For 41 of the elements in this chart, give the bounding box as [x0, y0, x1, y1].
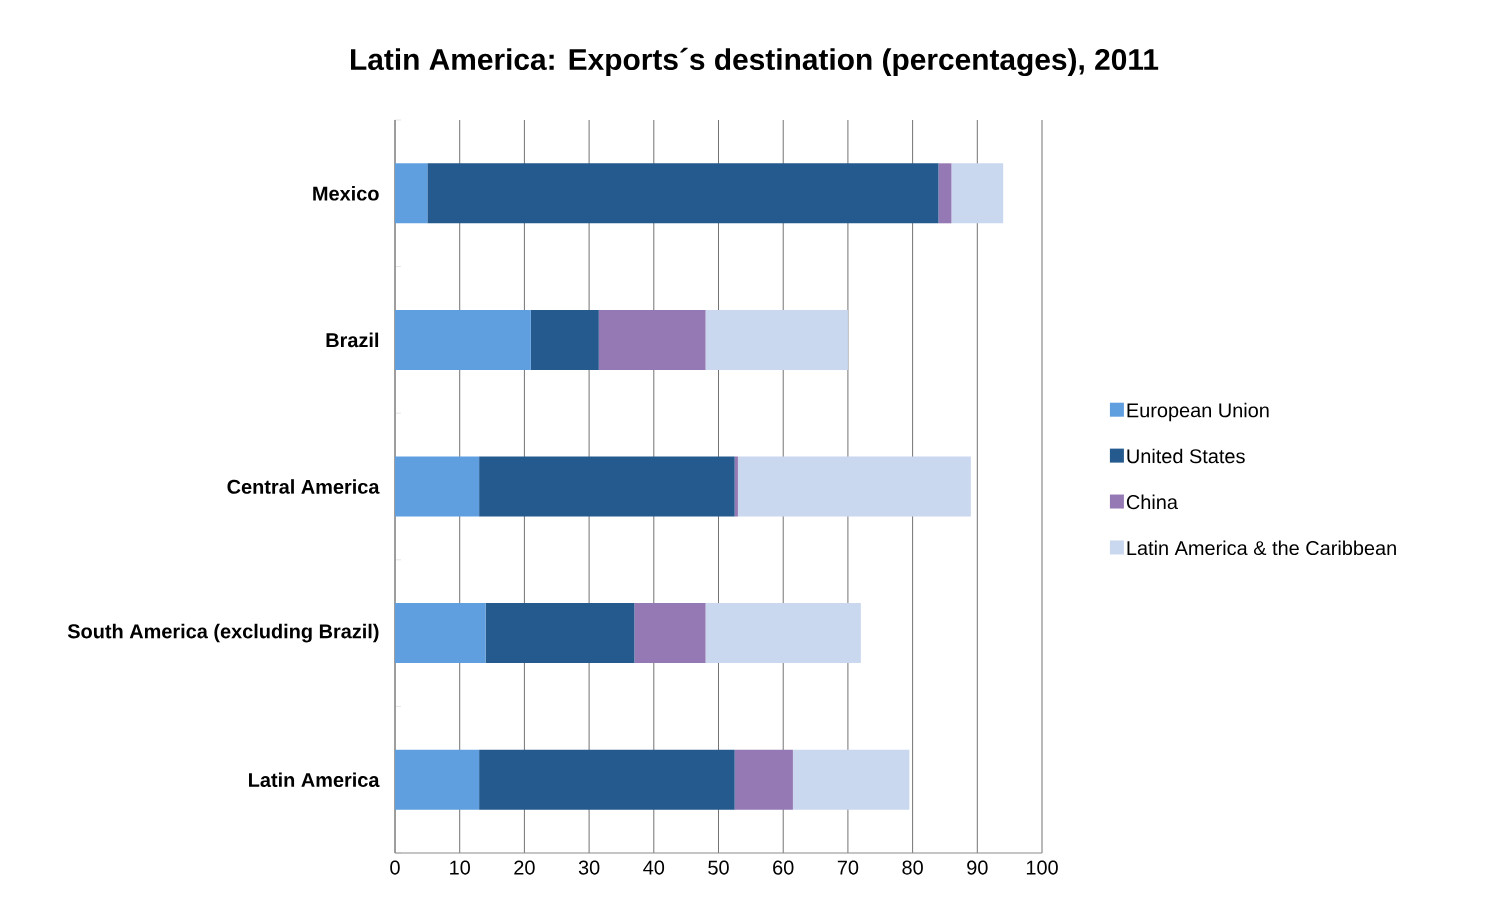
- bar: [705, 309, 848, 370]
- x-tick-label: 90: [967, 860, 988, 875]
- bar: [395, 749, 480, 810]
- legend-label: European Union: [1127, 402, 1269, 422]
- legend-label: China: [1126, 494, 1178, 510]
- y-tick-label: Latin America: [249, 772, 380, 788]
- bar: [395, 456, 480, 517]
- y-tick-label: South America (excluding Brazil): [67, 623, 379, 643]
- bar: [530, 309, 599, 370]
- x-tick-label: 100: [1026, 860, 1058, 875]
- bar: [485, 603, 635, 664]
- bar: [479, 749, 735, 810]
- bar: [395, 163, 428, 224]
- bar: [395, 603, 486, 664]
- legend-label: United States: [1127, 448, 1245, 464]
- y-tick-label: Mexico: [313, 185, 379, 201]
- chart-title: Latin America: Exports´s destination (percentages), 2011: [351, 47, 1159, 77]
- bar: [737, 456, 971, 517]
- y-tick-label: Central America: [227, 479, 380, 494]
- x-tick-label: 80: [902, 860, 923, 875]
- x-tick-label: 60: [773, 860, 794, 875]
- bar: [479, 456, 735, 517]
- bar: [792, 749, 910, 810]
- legend-label: Latin America & the Caribbean: [1127, 540, 1396, 556]
- x-tick-label: 10: [450, 860, 470, 875]
- bar: [598, 309, 706, 370]
- y-tick-label: Brazil: [326, 332, 379, 348]
- bar: [427, 163, 939, 224]
- bar: [705, 603, 861, 664]
- bar: [951, 163, 1004, 224]
- bar: [734, 749, 793, 810]
- x-tick-label: 40: [643, 860, 665, 875]
- x-tick-label: 30: [578, 860, 600, 875]
- bar: [734, 456, 738, 517]
- bar: [938, 163, 952, 224]
- bar: [634, 603, 706, 664]
- x-tick-label: 20: [514, 860, 535, 875]
- x-tick-label: 70: [837, 860, 859, 875]
- x-tick-label: 50: [708, 860, 729, 875]
- bar: [395, 309, 531, 370]
- x-tick-label: 0: [390, 860, 400, 875]
